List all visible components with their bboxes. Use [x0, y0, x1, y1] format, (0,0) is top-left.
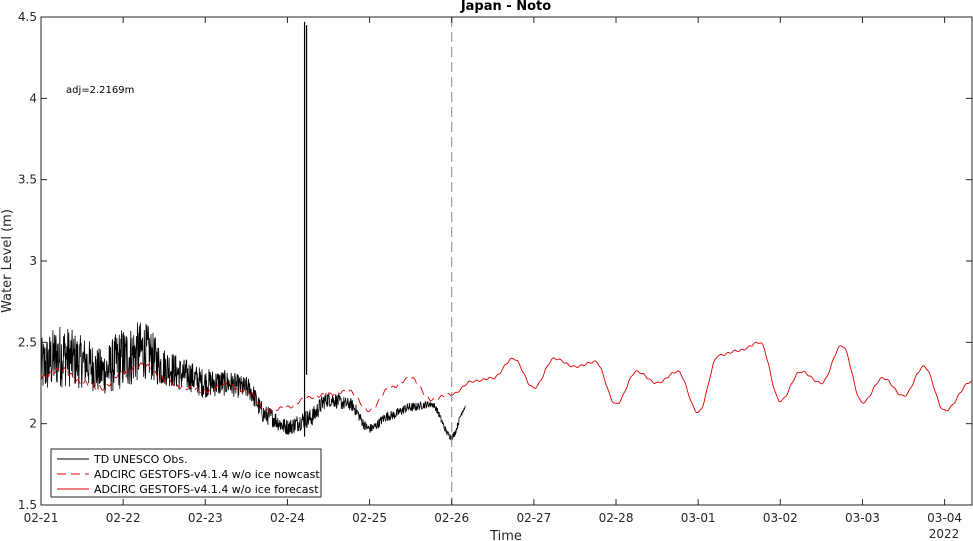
spike-group [303, 21, 308, 437]
legend-label: ADCIRC GESTOFS-v4.1.4 w/o ice forecast [94, 483, 319, 496]
x-tick-label: 03-01 [681, 511, 716, 525]
y-tick-label: 4 [29, 91, 37, 105]
x-tick-label: 02-25 [352, 511, 387, 525]
x-tick-label: 02-28 [599, 511, 634, 525]
chart-title: Japan - Noto [460, 0, 551, 14]
y-axis: 1.5 2 2.5 3 3.5 4 4.5 [18, 10, 972, 512]
y-tick-label: 3 [29, 254, 37, 268]
legend-box [50, 448, 322, 498]
x-tick-label: 02-26 [434, 511, 469, 525]
year-label: 2022 [929, 527, 960, 541]
y-tick-label: 4.5 [18, 10, 37, 24]
x-tick-label: 02-24 [270, 511, 305, 525]
legend-label: TD UNESCO Obs. [93, 453, 188, 466]
adjustment-annotation: adj=2.2169m [66, 85, 134, 96]
legend: TD UNESCO Obs. ADCIRC GESTOFS-v4.1.4 w/o … [50, 448, 322, 498]
x-axis: 02-21 02-22 02-23 02-24 02-25 02-26 02-27 02-28… [24, 17, 962, 525]
series-line-2 [40, 362, 453, 413]
x-tick-label: 02-22 [106, 511, 141, 525]
series-line-1 [40, 322, 466, 441]
legend-label: ADCIRC GESTOFS-v4.1.4 w/o ice nowcast [94, 468, 320, 481]
plot-area [40, 322, 973, 441]
y-tick-label: 1.5 [18, 498, 37, 512]
x-tick-label: 03-04 [927, 511, 962, 525]
x-tick-label: 03-02 [763, 511, 798, 525]
x-tick-label: 02-21 [24, 511, 59, 525]
y-axis-title: Water Level (m) [0, 209, 15, 313]
x-tick-label: 02-23 [188, 511, 223, 525]
x-axis-title: Time [489, 529, 522, 541]
x-tick-label: 03-03 [845, 511, 880, 525]
y-tick-label: 2 [29, 417, 37, 431]
y-tick-label: 2.5 [18, 335, 37, 349]
x-tick-label: 02-27 [516, 511, 551, 525]
series-line-3 [451, 341, 973, 413]
y-tick-label: 3.5 [18, 173, 37, 187]
